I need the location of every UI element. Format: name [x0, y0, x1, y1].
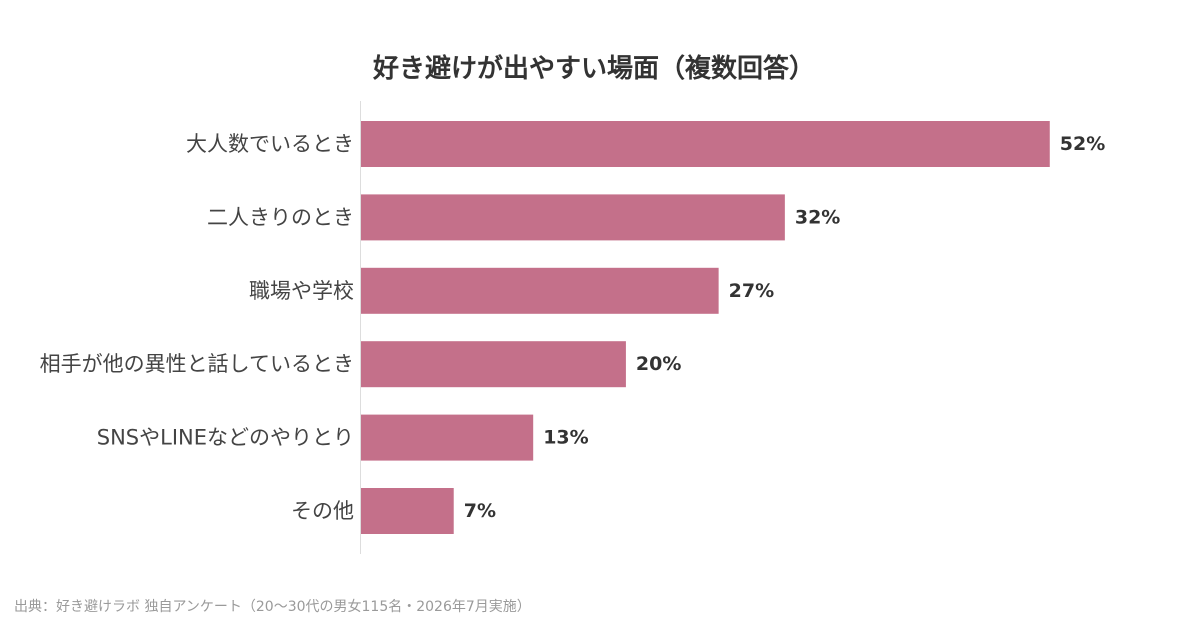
value-label: 32%	[795, 206, 840, 228]
value-label: 27%	[729, 280, 774, 302]
value-label: 20%	[636, 353, 681, 375]
category-label: その他	[291, 499, 354, 523]
chart-title: 好き避けが出やすい場面（複数回答）	[372, 54, 815, 84]
bars-layer: 大人数でいるとき 52% 二人きりのとき 32% 職場や学校 27% 相手が他の異性と話して…	[40, 121, 1105, 534]
bar	[361, 194, 785, 241]
value-label: 52%	[1060, 133, 1105, 155]
category-label: 職場や学校	[249, 279, 354, 303]
bar	[361, 341, 626, 388]
bar	[361, 267, 719, 314]
bar	[361, 488, 454, 534]
category-label: 二人きりのとき	[207, 205, 354, 229]
source-note: 出典：好き避けラボ 独自アンケート（20〜30代の男女115名・2026年7月実…	[14, 599, 531, 615]
category-label: 相手が他の異性と話しているとき	[40, 352, 354, 376]
category-label: SNSやLINEなどのやりとり	[97, 426, 354, 450]
bar	[361, 121, 1050, 167]
bar	[361, 414, 534, 461]
category-label: 大人数でいるとき	[186, 132, 354, 156]
value-label: 7%	[464, 500, 496, 522]
value-label: 13%	[543, 427, 588, 449]
